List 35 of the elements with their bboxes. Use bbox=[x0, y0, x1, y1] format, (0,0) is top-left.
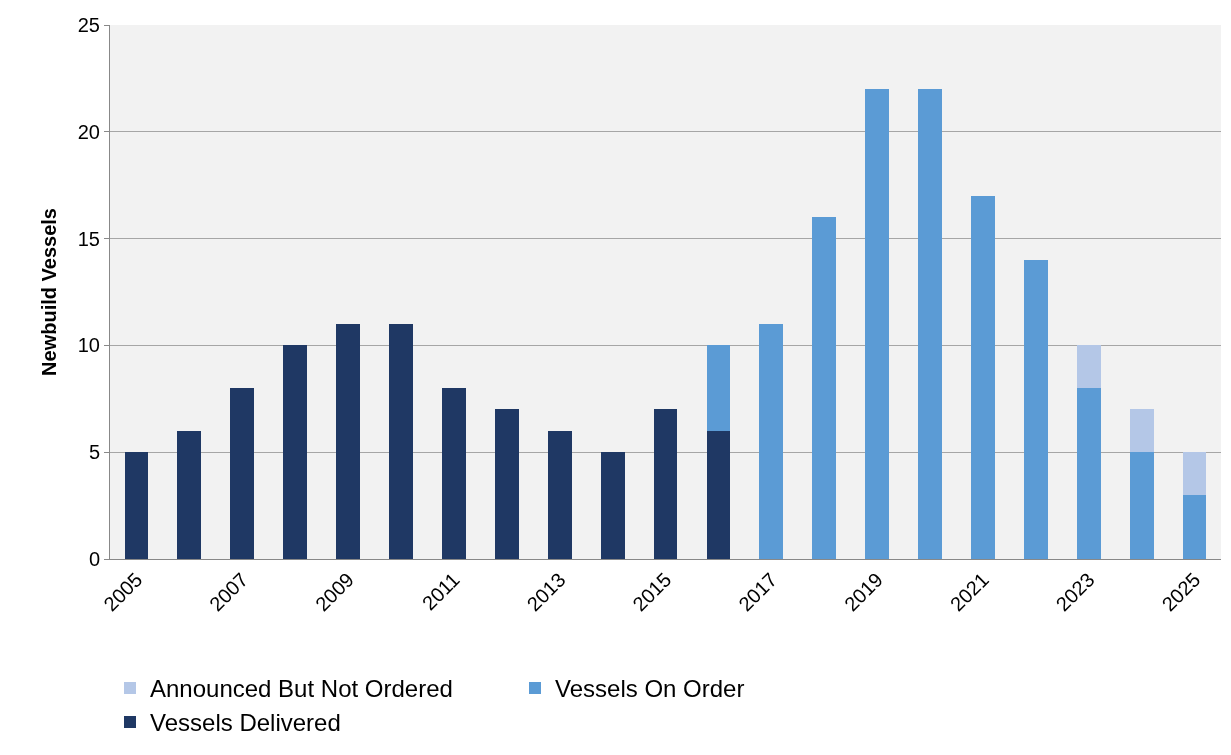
y-tick-label: 20 bbox=[77, 120, 100, 143]
bar bbox=[759, 324, 784, 559]
bar bbox=[1076, 345, 1101, 389]
bar bbox=[653, 409, 678, 559]
y-tick-label: 5 bbox=[88, 441, 100, 464]
bar bbox=[1182, 452, 1207, 495]
bar bbox=[389, 324, 413, 559]
y-tick-label: 0 bbox=[88, 548, 100, 570]
bar bbox=[1076, 388, 1101, 559]
bar bbox=[600, 452, 625, 559]
bar bbox=[812, 217, 837, 559]
bar bbox=[283, 345, 308, 559]
y-tick-label: 25 bbox=[77, 14, 100, 36]
bar bbox=[918, 89, 942, 559]
bar bbox=[706, 430, 731, 559]
bar bbox=[706, 345, 731, 431]
legend-label: Vessels On Order bbox=[555, 675, 745, 703]
y-tick-label: 10 bbox=[77, 334, 100, 357]
bar bbox=[1129, 452, 1154, 559]
legend-label: Announced But Not Ordered bbox=[150, 675, 453, 703]
bar bbox=[124, 452, 149, 559]
bar bbox=[494, 409, 519, 559]
bar bbox=[230, 388, 255, 559]
bar bbox=[547, 430, 572, 559]
bar bbox=[971, 195, 995, 559]
bar bbox=[177, 430, 202, 559]
bar bbox=[441, 388, 466, 559]
y-tick-label: 15 bbox=[77, 227, 100, 250]
bar bbox=[1182, 494, 1207, 559]
bar bbox=[336, 324, 360, 559]
bar bbox=[1023, 259, 1048, 559]
bar bbox=[865, 89, 890, 559]
y-axis-title: Newbuild Vessels bbox=[38, 208, 61, 376]
bar bbox=[1129, 409, 1154, 453]
legend-label: Vessels Delivered bbox=[150, 709, 341, 737]
